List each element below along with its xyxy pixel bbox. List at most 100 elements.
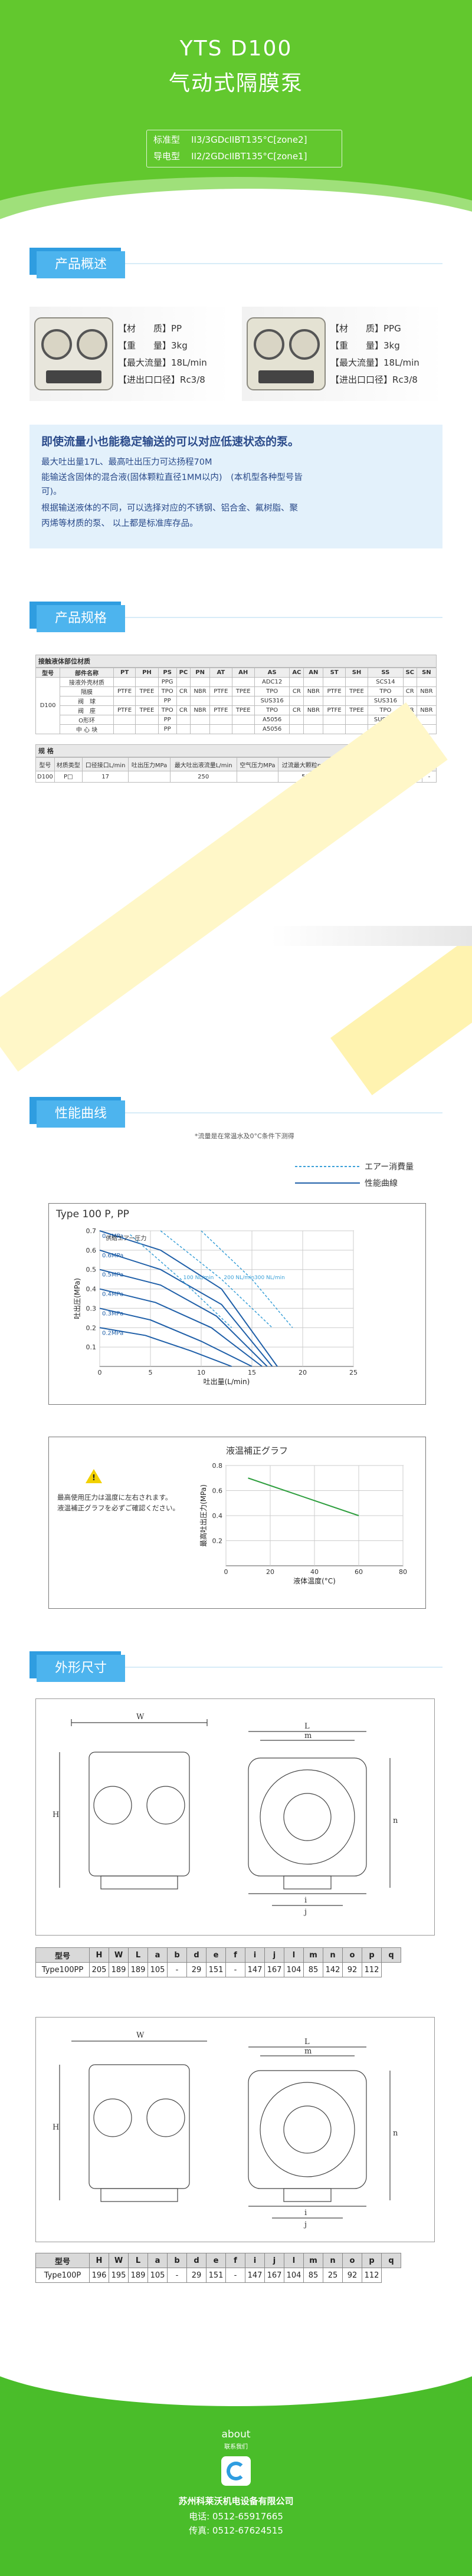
model-box — [146, 130, 342, 167]
column-header: 材质类型 — [54, 757, 83, 771]
column-header: d — [186, 2253, 206, 2268]
table-cell: 85 — [303, 1962, 323, 1977]
x-tick-label: 10 — [197, 1369, 205, 1376]
table-cell: ADC12 — [254, 677, 290, 687]
table-cell — [128, 771, 171, 783]
x-tick-label: 0 — [98, 1369, 102, 1376]
divider — [30, 1667, 442, 1668]
table-cell — [345, 715, 369, 725]
column-header: q — [381, 2253, 401, 2268]
divider — [30, 1112, 442, 1113]
divider — [30, 263, 442, 264]
table-cell: 接液外壳材质 — [60, 677, 114, 687]
legend-swatch-dashed — [295, 1166, 360, 1167]
pump-chamber — [254, 329, 284, 360]
spec-row: 【重 量】3kg — [330, 339, 419, 351]
svg-text:i: i — [304, 2209, 307, 2217]
logo-icon — [227, 2462, 245, 2480]
table-row: Type100P 196 195 189 105-29 151-147 167 104 85 25… — [35, 2268, 401, 2283]
table-header-row: 型号 部件名称 PT PH PS PC PN AT AH AS AC AN ST SH SS SC SN — [35, 668, 437, 678]
y-tick-label: 0.7 — [86, 1227, 97, 1235]
warning-text: 液温補正グラフを必ずご確認ください。 — [57, 1504, 179, 1512]
table-cell — [303, 696, 324, 706]
model-value: II3/3GDcIIBT135°C[zone2] — [191, 134, 307, 145]
column-header: H — [89, 1947, 109, 1963]
series-label: 0.6MPa — [102, 1253, 123, 1259]
table-cell: CR — [176, 686, 191, 696]
section-bar — [37, 605, 125, 632]
table-cell — [289, 715, 304, 725]
table-cell: PTFE — [323, 686, 346, 696]
table-cell: 17 — [81, 771, 129, 783]
table-cell: 阀 球 — [60, 696, 114, 706]
column-header: f — [225, 2253, 245, 2268]
section-spec: 产品规格 — [30, 602, 125, 632]
table-cell: 205 — [89, 1962, 109, 1977]
column-header: AN — [303, 668, 324, 678]
table-cell: 189 — [128, 1962, 148, 1977]
table-cell: 112 — [362, 1962, 382, 1977]
y-tick-label: 0.4 — [212, 1512, 223, 1520]
spec-value: 18L/min — [384, 357, 419, 368]
column-header: PH — [135, 668, 159, 678]
column-header: m — [303, 1947, 323, 1963]
legend-swatch-solid — [295, 1182, 360, 1184]
air-consumption-label: 100 NL/min — [183, 1275, 214, 1281]
table-cell: 92 — [342, 2268, 362, 2283]
table-cell: 151 — [206, 1962, 226, 1977]
y-axis-label: 最高吐出圧力(MPa) — [199, 1484, 208, 1547]
column-header: j — [264, 2253, 284, 2268]
legend-label: 性能曲線 — [365, 1179, 398, 1188]
spec-value: 18L/min — [171, 357, 207, 368]
section-overview: 产品概述 — [30, 248, 125, 278]
svg-text:n: n — [393, 1816, 398, 1825]
table-cell — [416, 696, 437, 706]
column-header: L — [128, 2253, 148, 2268]
material-table-wrap: 接触液体部位材质 型号 部件名称 PT PH PS PC PN AT AH AS AC AN ST SH S… — [35, 655, 437, 734]
y-tick-label: 0.6 — [86, 1247, 97, 1254]
table-cell — [113, 696, 136, 706]
overview-headline: 即使流量小也能稳定输送的可以对应低速状态的泵。 — [41, 435, 300, 448]
column-header: PS — [158, 668, 177, 678]
table-cell: TPEE — [231, 686, 255, 696]
table-cell: PTFE — [209, 686, 232, 696]
spec-key: 【最大流量】 — [118, 357, 172, 368]
column-header: o — [342, 2253, 362, 2268]
series-line — [99, 1230, 278, 1367]
table-cell — [231, 724, 255, 734]
spec-list: 【材 质】PPG 【重 量】3kg 【最大流量】18L/min 【进出口口径】R… — [330, 322, 419, 386]
spec-value: Rc3/8 — [180, 374, 205, 385]
table-cell — [190, 724, 211, 734]
column-header: l — [284, 2253, 304, 2268]
y-tick-label: 0.3 — [86, 1305, 97, 1312]
column-header: i — [245, 1947, 265, 1963]
x-tick-label: 40 — [310, 1568, 319, 1576]
table-cell: - — [167, 2268, 187, 2283]
column-header: 型号 — [35, 1947, 90, 1963]
column-header: PN — [190, 668, 211, 678]
column-header: 口径接口L/min — [81, 757, 129, 771]
table-cell: TPO — [158, 705, 177, 715]
table-cell: PTFE — [323, 705, 346, 715]
table-cell: CR — [176, 705, 191, 715]
table-cell: PP — [158, 696, 177, 706]
table-cell — [113, 677, 136, 687]
section-bar — [37, 1100, 125, 1128]
series-label: 0.3MPa — [102, 1310, 123, 1317]
spec-value: PP — [171, 323, 182, 334]
table-cell — [345, 696, 369, 706]
table-cell: NBR — [190, 686, 211, 696]
column-header: i — [245, 2253, 265, 2268]
table-cell — [209, 677, 232, 687]
table-cell — [176, 724, 191, 734]
table-cell: 196 — [89, 2268, 109, 2283]
table-cell — [289, 696, 304, 706]
divider — [30, 617, 442, 618]
table-cell — [231, 696, 255, 706]
legend-item-perf: 性能曲線 — [295, 1177, 414, 1189]
